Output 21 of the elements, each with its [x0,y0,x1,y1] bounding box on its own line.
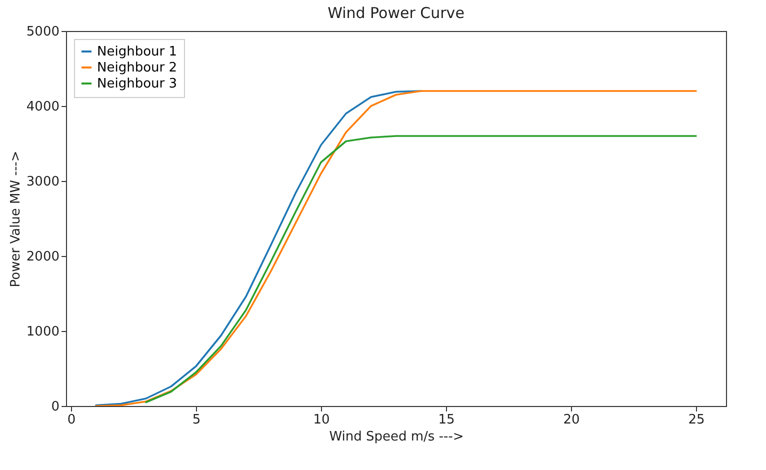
chart-title: Wind Power Curve [328,4,464,22]
line-series [145,135,697,404]
legend-label: Neighbour 3 [97,76,178,92]
x-tick-label: 10 [313,412,330,428]
x-tick-label: 5 [192,412,201,428]
legend-label: Neighbour 2 [97,60,178,76]
y-tick-label: 4000 [26,100,60,114]
y-tick-label: 5000 [26,24,60,40]
x-tick-label: 15 [438,412,455,428]
y-tick-label: 0 [51,400,60,414]
line-series [95,90,697,406]
y-tick-label: 1000 [26,324,60,340]
x-tick-label: 20 [563,412,580,428]
x-axis-title: Wind Speed m/s ---> [329,430,464,444]
x-tick-label: 25 [688,412,705,428]
y-axis-title: Power Value MW ---> [8,150,24,288]
line-series [95,90,422,406]
x-tick-label: 0 [67,412,76,428]
y-tick-label: 3000 [26,174,60,190]
y-tick-label: 2000 [26,250,60,264]
legend-label: Neighbour 1 [97,44,178,60]
